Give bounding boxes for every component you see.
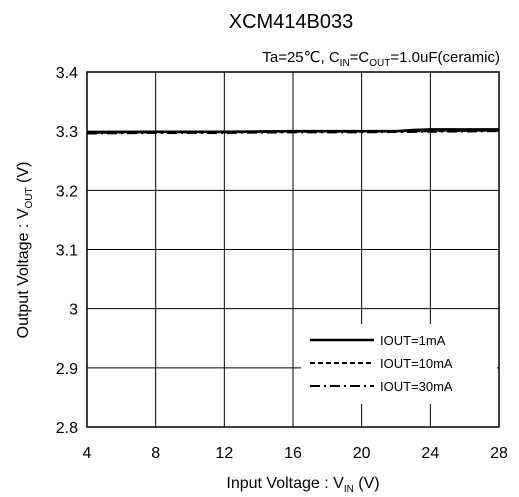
y-axis-label: Output Voltage : VOUT (V) <box>15 162 35 339</box>
y-tick-label: 3.3 <box>56 124 78 141</box>
x-tick-label: 24 <box>421 445 439 462</box>
chart-title: XCM414B033 <box>229 11 354 33</box>
legend-box <box>301 324 497 404</box>
legend-label-1: IOUT=1mA <box>380 333 446 348</box>
x-tick-label: 12 <box>215 445 233 462</box>
plot-frame <box>86 71 500 428</box>
x-axis-label: Input Voltage : VIN (V) <box>226 475 379 495</box>
y-tick-label: 3.2 <box>56 183 78 200</box>
x-tick-label: 16 <box>284 445 302 462</box>
y-tick-label: 2.8 <box>56 420 78 437</box>
legend: IOUT=1mA IOUT=10mA IOUT=30mA <box>301 324 497 404</box>
series-layer <box>86 128 500 135</box>
x-tick-label: 28 <box>490 445 508 462</box>
y-tick-label: 2.9 <box>56 361 78 378</box>
legend-label-3: IOUT=30mA <box>380 379 453 394</box>
x-tick-labels: 4 8 12 16 20 24 28 <box>83 445 508 462</box>
x-tick-label: 4 <box>83 445 92 462</box>
y-tick-label: 3.4 <box>56 65 78 82</box>
x-tick-label: 8 <box>151 445 160 462</box>
y-tick-label: 3.1 <box>56 243 78 260</box>
y-tick-label: 3 <box>69 302 78 319</box>
x-tick-label: 20 <box>353 445 371 462</box>
series-line-3 <box>86 130 500 135</box>
chart-subtitle: Ta=25℃, CIN=COUT=1.0uF(ceramic) <box>262 49 500 69</box>
y-tick-labels: 2.8 2.9 3 3.1 3.2 3.3 3.4 <box>56 65 78 437</box>
legend-label-2: IOUT=10mA <box>380 356 453 371</box>
